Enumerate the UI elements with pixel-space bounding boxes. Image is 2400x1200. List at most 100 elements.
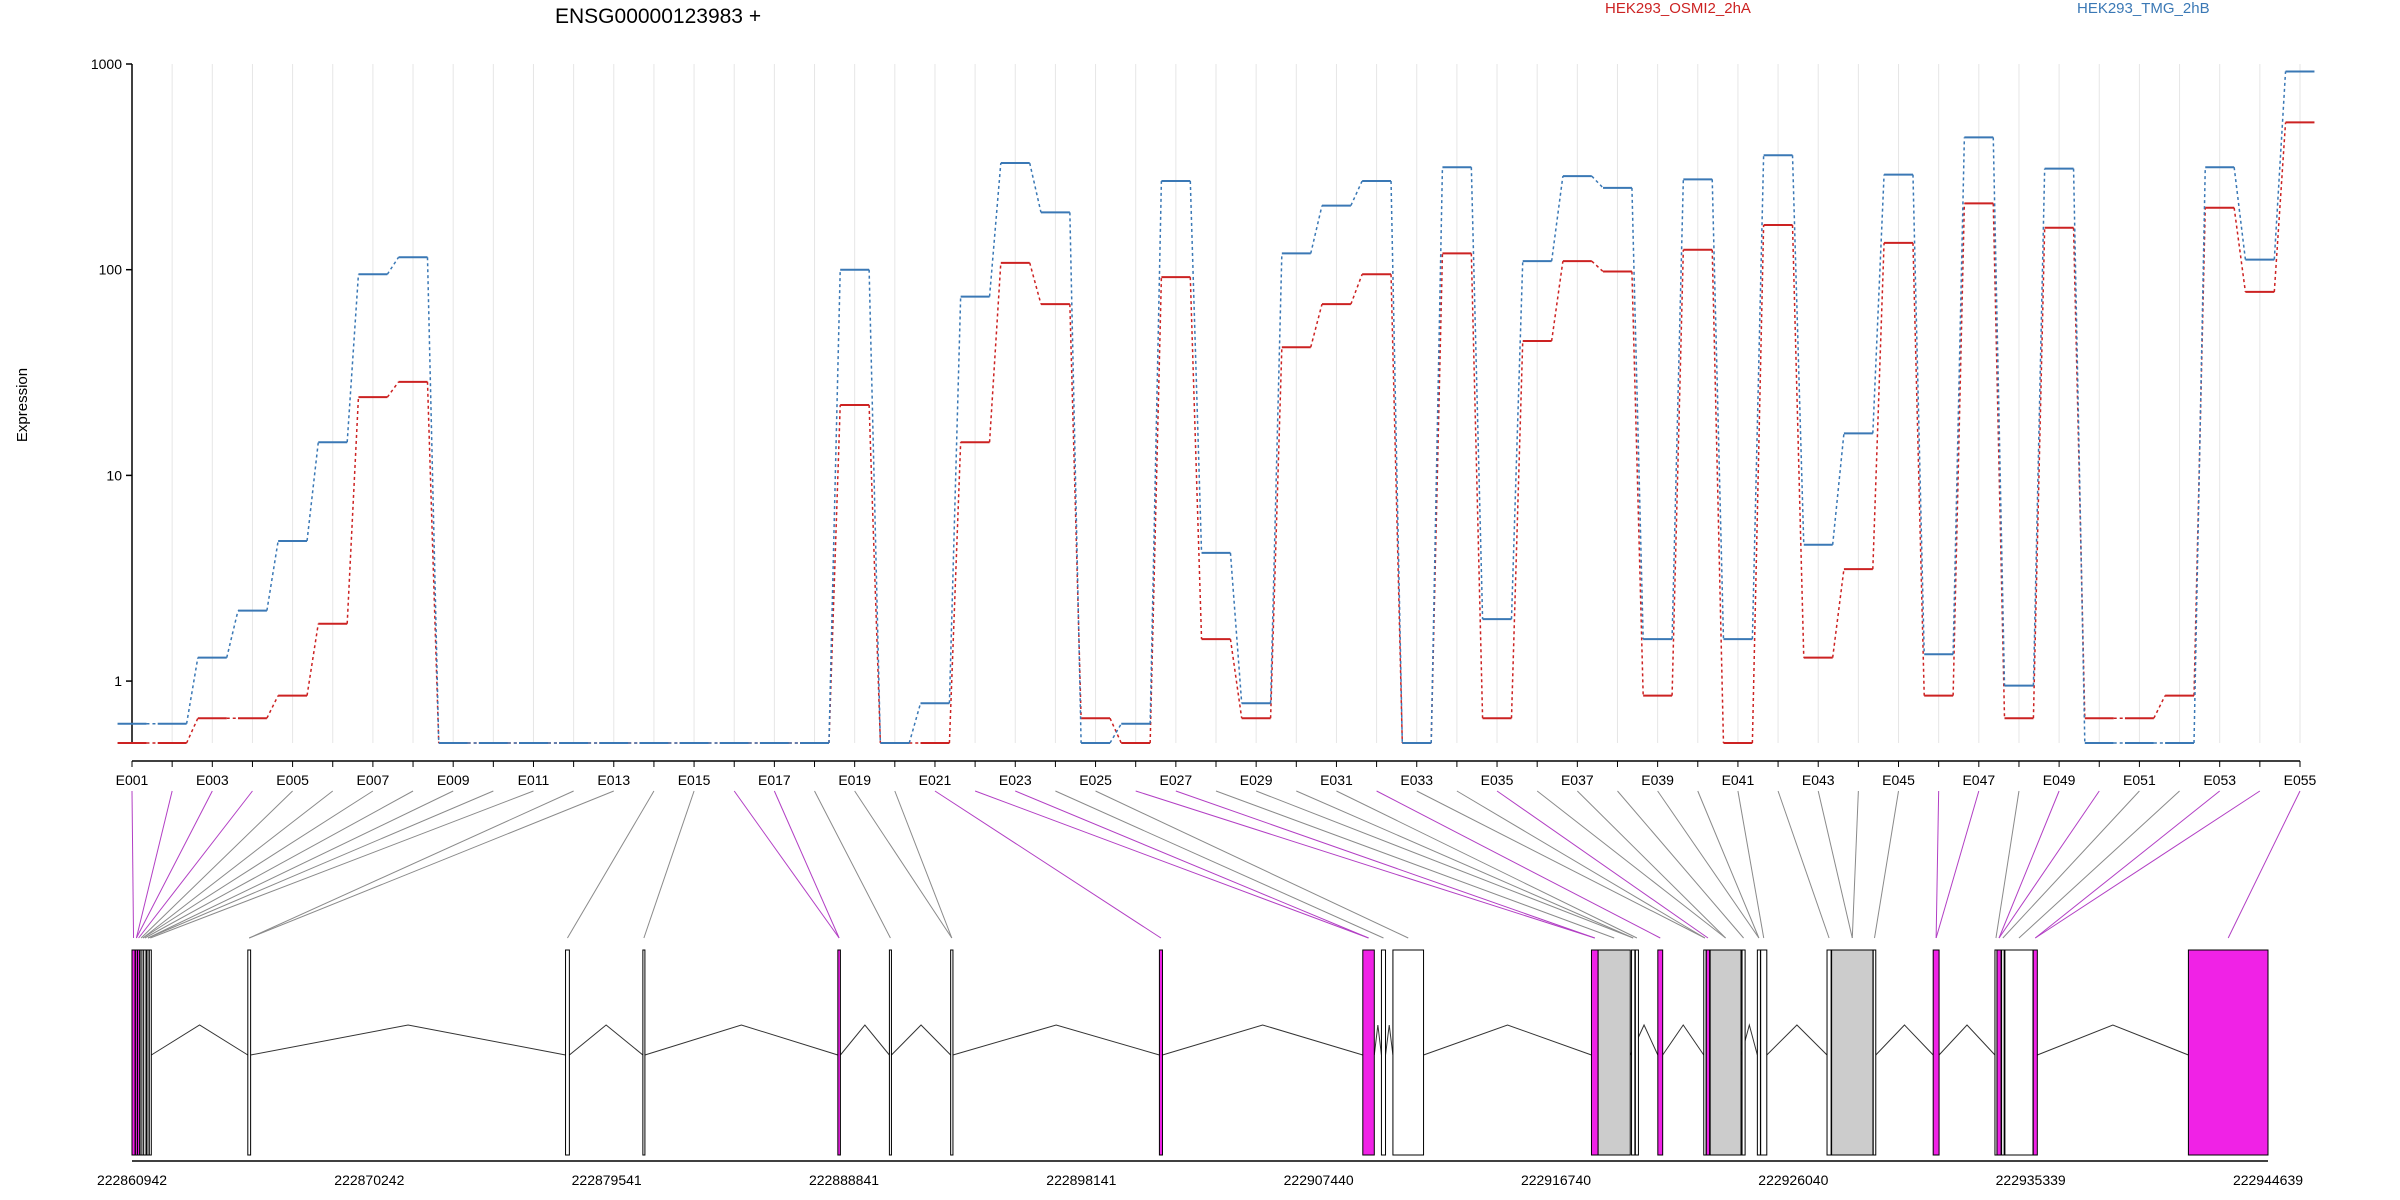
exon-connector-line [1496, 790, 1709, 939]
series-connector [426, 381, 440, 744]
exon-connector-line [1015, 790, 1369, 939]
series-connector [426, 257, 440, 744]
series-connector [1992, 137, 2006, 686]
exon-box [1392, 949, 1425, 1156]
intron-line [840, 1024, 890, 1056]
intron-line [1423, 1024, 1592, 1056]
series-connector [1229, 638, 1243, 719]
exon-connector-line [2035, 790, 2261, 939]
series-connector [868, 269, 882, 744]
exon-connector-line [1456, 790, 1706, 939]
series-connector [1872, 242, 1885, 570]
exon-box [131, 949, 136, 1156]
series-connector [1912, 242, 1925, 696]
genomic-coordinate-label: 222944639 [2233, 1172, 2303, 1188]
series-connector [1109, 723, 1122, 744]
exon-box [2187, 949, 2269, 1156]
exon-connector-line [138, 790, 253, 939]
exon-tick-label: E055 [2284, 772, 2317, 788]
series-connector [1912, 174, 1925, 655]
intron-line [151, 1024, 249, 1056]
exon-tick-label: E013 [597, 772, 630, 788]
exon-connector-line [147, 790, 454, 939]
series-connector [1109, 717, 1122, 744]
expression-series [117, 70, 2315, 744]
exon-box [1590, 949, 1599, 1156]
genomic-coordinate-label: 222870242 [334, 1172, 404, 1188]
y-tick-label: 10 [106, 467, 122, 483]
series-connector [1430, 253, 1444, 744]
series-connector [1390, 274, 1404, 744]
series-connector [2233, 207, 2247, 292]
exon-box [1756, 949, 1761, 1156]
exon-connector-line [934, 790, 1162, 939]
series-connector [1831, 433, 1845, 545]
exon-tick-label: E009 [437, 772, 470, 788]
exon-connector-line [1536, 790, 1726, 939]
exon-connector-line [814, 790, 891, 939]
series-connector [1791, 155, 1805, 545]
series-connector [868, 404, 882, 744]
exon-connector-line [1175, 790, 1595, 939]
intron-line [1938, 1024, 1996, 1056]
exon-tick-label: E025 [1079, 772, 1112, 788]
genomic-coordinate-label: 222916740 [1521, 1172, 1591, 1188]
gene-model: 222860942 222870242 222879541 222888841 2228… [97, 949, 2303, 1188]
exon-connector-line [1874, 790, 1900, 939]
exon-box [1996, 949, 2002, 1156]
series-connector [988, 162, 1002, 297]
series-connector [306, 442, 320, 542]
series-connector [1430, 167, 1444, 744]
exon-tick-label: E051 [2123, 772, 2156, 788]
exon-connector-line [249, 790, 574, 939]
exon-tick-label: E029 [1240, 772, 1273, 788]
series-connector [1510, 341, 1524, 719]
exon-tick-label: E001 [116, 772, 149, 788]
exon-connector-line [142, 790, 334, 939]
exon-box [888, 949, 892, 1156]
exon-connector-line [131, 790, 135, 939]
series-connector [1992, 203, 2006, 719]
series-connector [2072, 227, 2086, 719]
exon-connector-line [1935, 790, 1980, 939]
series-connector [2032, 168, 2046, 686]
exon-box [1380, 949, 1387, 1156]
series-connector [1711, 249, 1725, 744]
series-connector [2032, 227, 2046, 719]
genomic-coordinate-label: 222860942 [97, 1172, 167, 1188]
chart-title: ENSG00000123983 + [555, 5, 761, 28]
exon-tick-label: E015 [678, 772, 711, 788]
exon-connector-line [1817, 790, 1853, 939]
series-connector [1751, 224, 1765, 744]
legend-entry-series-a: HEK293_OSMI2_2hA [1605, 0, 1751, 17]
intron-line [569, 1024, 644, 1056]
series-connector [1631, 271, 1644, 696]
exon-connector-line [1998, 790, 2100, 939]
series-connector [226, 610, 239, 658]
exon-connectors [131, 790, 2301, 939]
series-connector [908, 703, 922, 744]
y-tick-label: 100 [99, 262, 123, 278]
exon-box [1709, 949, 1742, 1156]
exon-box [1826, 949, 1832, 1156]
exon-tick-label: E023 [999, 772, 1032, 788]
exon-connector-line [2018, 790, 2180, 939]
exon-connector-line [150, 790, 534, 939]
series-connector [1631, 187, 1644, 640]
exon-box [143, 949, 147, 1156]
series-connector [1310, 205, 1323, 254]
series-connector [1591, 175, 1604, 189]
series-connector [948, 442, 962, 744]
series-connector [1069, 212, 1082, 744]
series-connector [1711, 179, 1725, 640]
exon-connector-line [974, 790, 1369, 939]
exon-connector-line [2227, 790, 2301, 939]
series-connector [1751, 155, 1765, 640]
exon-connector-line [1851, 790, 1859, 939]
exon-connector-line [147, 790, 494, 939]
exon-box [1597, 949, 1631, 1156]
exon-tick-label: E043 [1802, 772, 1835, 788]
exon-connector-line [1657, 790, 1760, 939]
exon-box [2001, 949, 2005, 1156]
